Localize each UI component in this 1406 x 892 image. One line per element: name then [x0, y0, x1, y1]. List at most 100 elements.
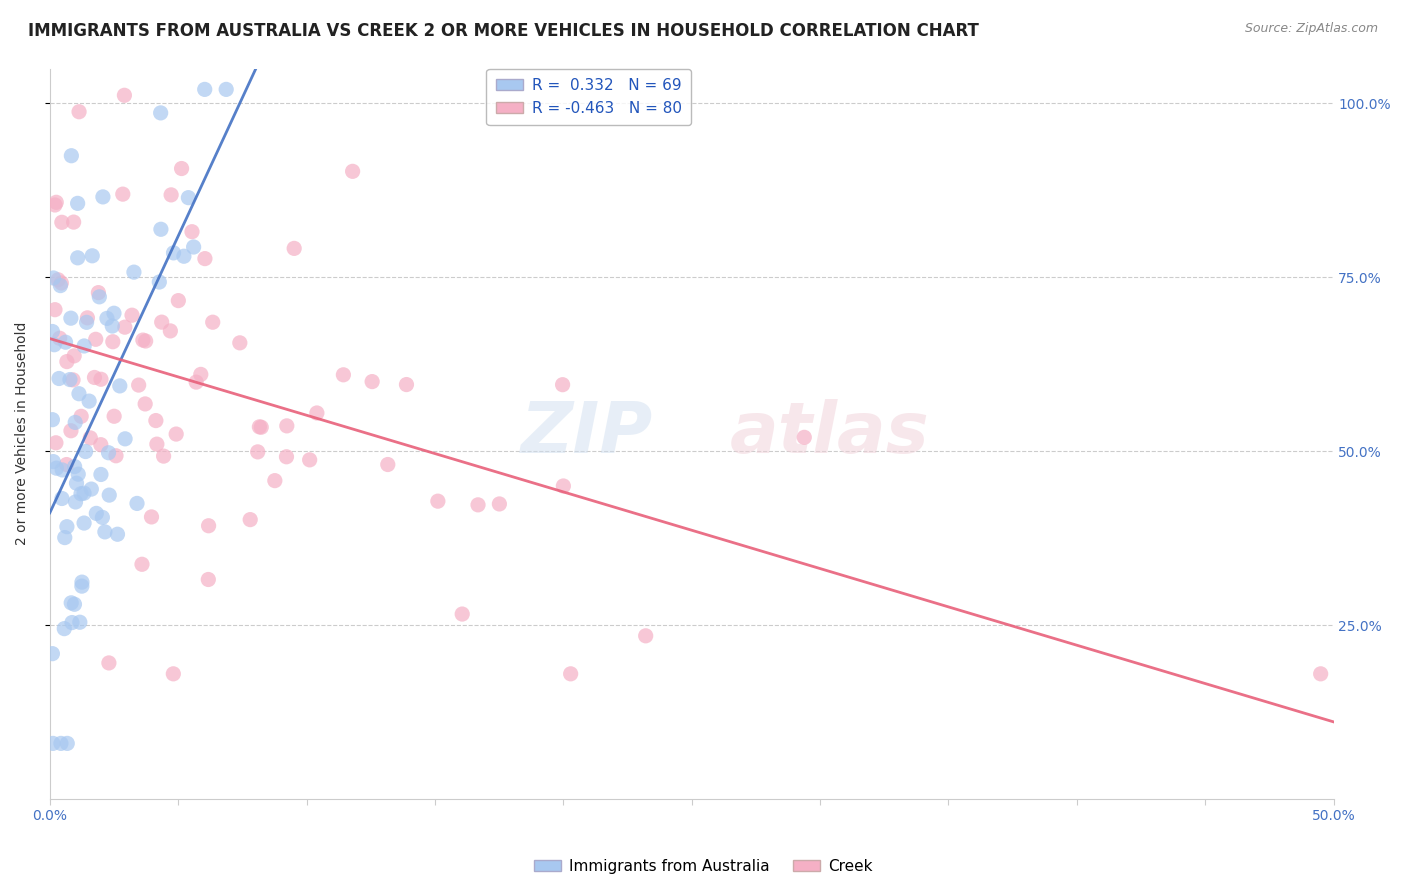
Point: [59, 424, 82, 438]
Point: [111, 187, 134, 202]
Point: [377, 458, 399, 472]
Point: [76, 310, 98, 325]
Point: [55, 335, 77, 350]
Point: [101, 319, 124, 334]
Point: [67, 104, 90, 119]
Point: [89, 290, 111, 304]
Point: [162, 666, 184, 681]
Point: [148, 275, 170, 289]
Point: [135, 334, 157, 348]
Point: [551, 377, 574, 392]
Point: [49, 278, 72, 293]
Point: [101, 334, 124, 349]
Point: [246, 445, 269, 459]
Point: [82, 249, 104, 263]
Point: [56, 354, 79, 368]
Point: [77, 394, 100, 409]
Point: [96, 311, 118, 326]
Point: [70, 575, 93, 590]
Point: [97, 446, 120, 460]
Point: [149, 222, 172, 236]
Point: [183, 240, 205, 254]
Point: [63, 349, 86, 363]
Point: [90, 372, 112, 386]
Point: [553, 479, 575, 493]
Point: [229, 335, 252, 350]
Point: [67, 386, 90, 401]
Point: [342, 164, 364, 178]
Point: [250, 420, 273, 434]
Point: [87, 285, 110, 300]
Point: [69, 615, 91, 630]
Text: atlas: atlas: [730, 400, 929, 468]
Point: [132, 333, 155, 347]
Point: [51, 276, 73, 290]
Point: [194, 252, 217, 266]
Point: [186, 375, 208, 389]
Point: [66, 251, 89, 265]
Point: [42, 736, 65, 750]
Point: [60, 596, 83, 610]
Point: [94, 524, 117, 539]
Point: [152, 449, 174, 463]
Point: [167, 293, 190, 308]
Point: [159, 324, 181, 338]
Point: [60, 615, 83, 630]
Point: [65, 476, 87, 491]
Point: [41, 412, 63, 426]
Point: [197, 518, 219, 533]
Point: [44, 337, 66, 351]
Point: [90, 438, 112, 452]
Point: [467, 498, 489, 512]
Point: [194, 82, 217, 96]
Point: [63, 597, 86, 611]
Point: [97, 656, 120, 670]
Point: [395, 377, 418, 392]
Point: [79, 431, 101, 445]
Point: [67, 467, 90, 482]
Point: [298, 453, 321, 467]
Point: [263, 474, 285, 488]
Point: [1309, 666, 1331, 681]
Point: [48, 331, 70, 345]
Point: [66, 196, 89, 211]
Point: [53, 622, 76, 636]
Point: [332, 368, 354, 382]
Point: [451, 607, 474, 621]
Point: [305, 406, 328, 420]
Point: [276, 418, 298, 433]
Point: [70, 487, 93, 501]
Point: [149, 106, 172, 120]
Point: [793, 430, 815, 444]
Text: Source: ZipAtlas.com: Source: ZipAtlas.com: [1244, 22, 1378, 36]
Point: [141, 510, 163, 524]
Point: [170, 161, 193, 176]
Point: [41, 325, 63, 339]
Point: [276, 450, 298, 464]
Point: [134, 397, 156, 411]
Point: [177, 191, 200, 205]
Point: [114, 320, 136, 334]
Point: [145, 413, 167, 427]
Point: [91, 190, 114, 204]
Point: [114, 432, 136, 446]
Point: [56, 736, 79, 750]
Point: [150, 315, 173, 329]
Point: [56, 519, 79, 533]
Point: [73, 516, 96, 530]
Point: [131, 558, 153, 572]
Point: [108, 379, 131, 393]
Point: [107, 527, 129, 541]
Point: [62, 215, 84, 229]
Point: [90, 467, 112, 482]
Point: [76, 315, 98, 329]
Point: [45, 461, 67, 475]
Point: [60, 149, 83, 163]
Point: [80, 482, 103, 496]
Point: [42, 454, 65, 468]
Point: [53, 531, 76, 545]
Point: [51, 463, 73, 477]
Point: [146, 437, 169, 451]
Point: [239, 513, 262, 527]
Point: [426, 494, 449, 508]
